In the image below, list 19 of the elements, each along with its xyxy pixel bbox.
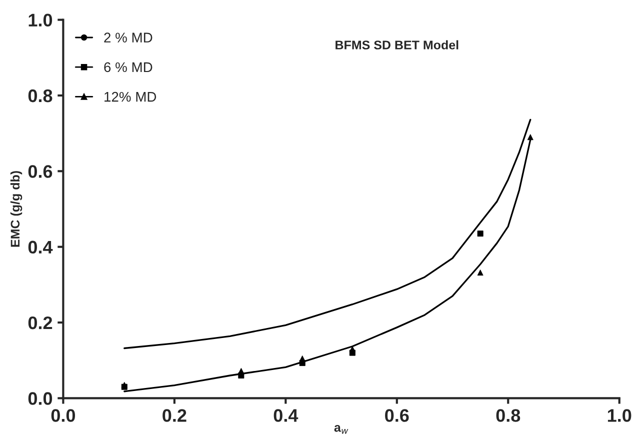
x-tick-label: 0.0 [51, 409, 76, 422]
x-tick-label: 0.2 [162, 409, 186, 422]
y-tick-label: 0.8 [28, 89, 52, 102]
legend-label: 2 % MD [104, 32, 152, 42]
x-tick-label: 0.4 [274, 409, 298, 422]
x-tick-label: 0.6 [385, 409, 409, 422]
x-tick-label: 0.8 [496, 409, 520, 422]
line-series [124, 118, 532, 350]
legend-label: 6 % MD [104, 62, 152, 72]
y-tick-label: 0.4 [28, 240, 53, 254]
legend-label: 12% MD [104, 92, 156, 102]
y-tick-label: 1.0 [28, 14, 52, 27]
y-axis-title: EMC (g/g db) [10, 171, 22, 247]
y-tick-label: 0.0 [28, 392, 52, 405]
x-tick-label: 1.0 [608, 409, 632, 422]
y-tick-label: 0.6 [28, 165, 52, 178]
x-axis-title: a$_{w}$ [334, 424, 348, 434]
y-tick-label: 0.2 [28, 316, 52, 330]
text: BFMS SD BET Model [336, 40, 458, 50]
